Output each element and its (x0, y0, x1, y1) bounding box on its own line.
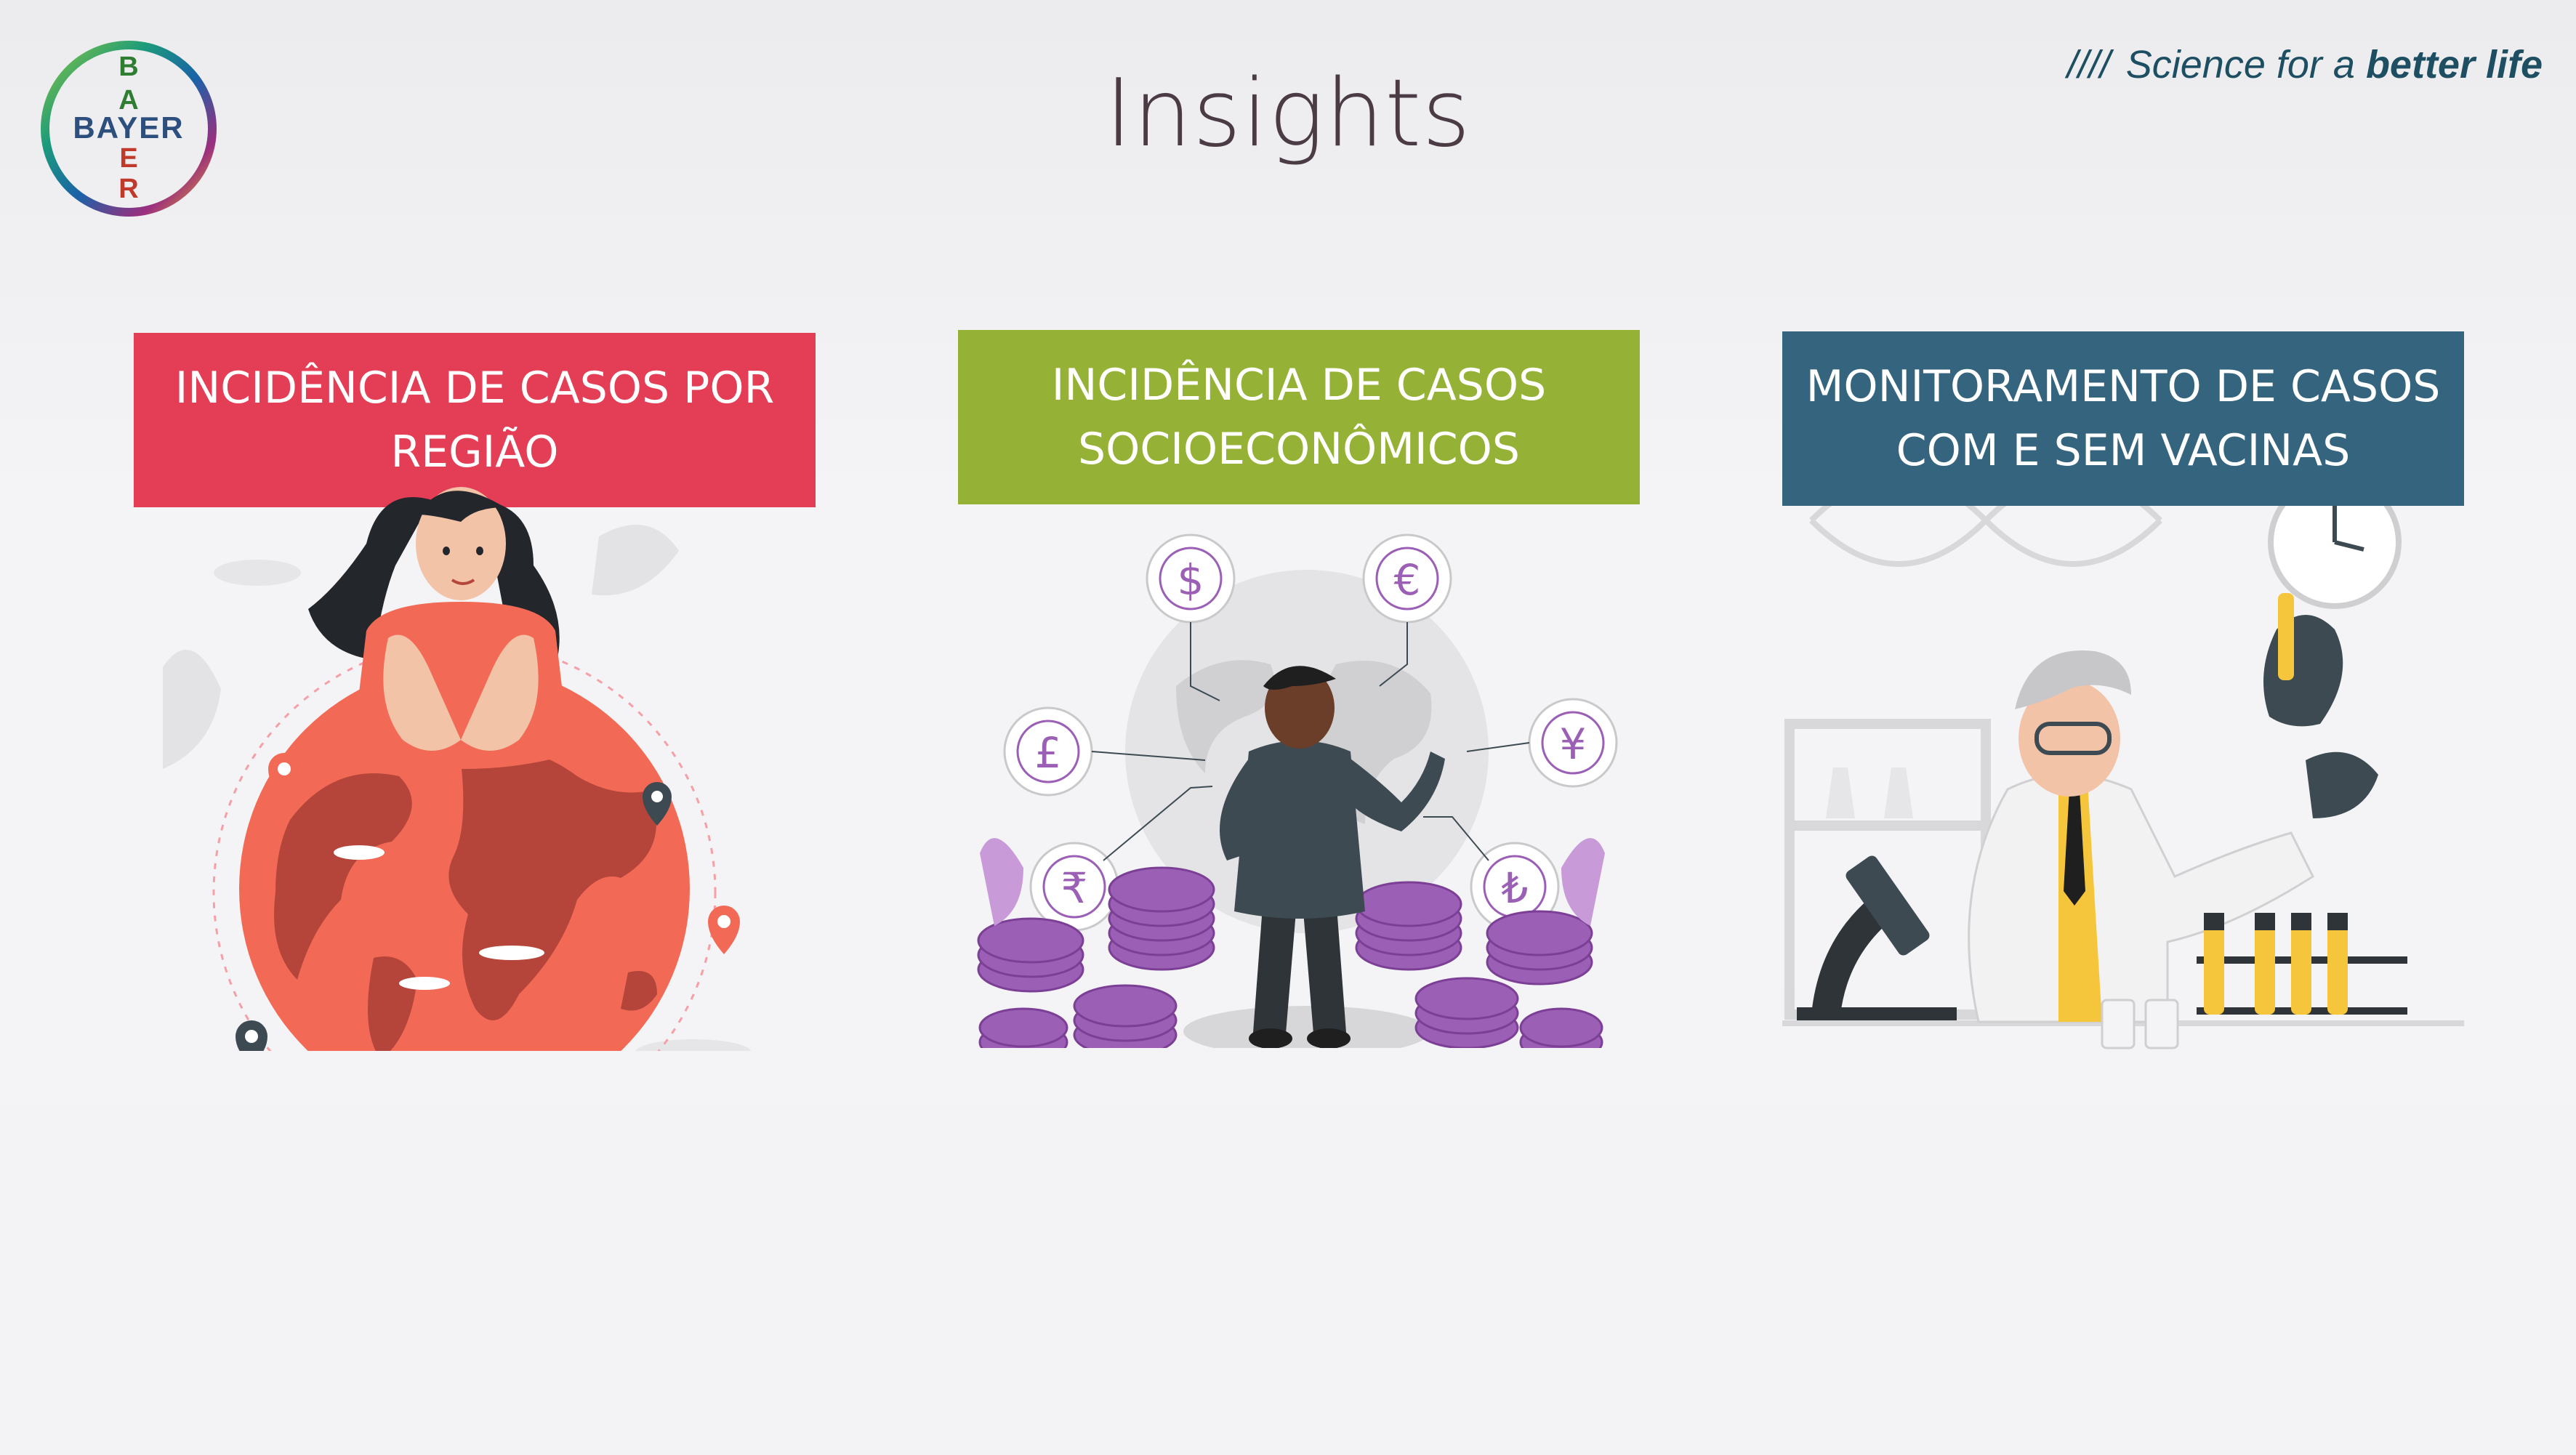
map-pin-icon (268, 753, 300, 802)
card-banner[interactable]: MONITORAMENTO DE CASOS COM E SEM VACINAS (1782, 331, 2464, 506)
pound-coin-icon: £ (1003, 706, 1093, 797)
euro-coin-icon: € (1362, 533, 1452, 624)
tagline-prefix: Science for a (2125, 43, 2355, 86)
logo-letter-bottom: R (118, 174, 138, 204)
svg-text:A: A (118, 85, 138, 116)
currency-man-illustration: $ € £ ¥ ₹ ₺ (977, 533, 1618, 1048)
tagline-slashes: //// (2066, 43, 2111, 86)
rupee-coin-icon: ₹ (1029, 842, 1119, 932)
tagline: //// Science for a better life (2067, 42, 2543, 87)
svg-text:€: € (1394, 555, 1421, 605)
map-pin-icon (236, 1020, 267, 1051)
card-vaccines[interactable]: MONITORAMENTO DE CASOS COM E SEM VACINAS (1782, 331, 2464, 1049)
scientist-lab-illustration (1782, 474, 2464, 1049)
card-title-line2: SOCIOECONÔMICOS (1078, 424, 1520, 475)
svg-text:E: E (119, 143, 137, 174)
svg-text:₹: ₹ (1061, 863, 1088, 913)
map-pin-icon (643, 782, 672, 826)
test-tubes-icon (2197, 913, 2407, 1015)
bayer-logo: B BAYER A E R (38, 38, 220, 219)
dollar-coin-icon: $ (1146, 533, 1236, 624)
card-title-line2: REGIÃO (390, 427, 559, 477)
yen-coin-icon: ¥ (1528, 698, 1618, 788)
card-title-line1: INCIDÊNCIA DE CASOS (1051, 360, 1547, 411)
card-socioeconomic[interactable]: INCIDÊNCIA DE CASOS SOCIOECONÔMICOS $ € … (958, 330, 1640, 1048)
logo-letter-top: B (118, 52, 138, 82)
svg-text:$: $ (1178, 555, 1204, 605)
lira-coin-icon: ₺ (1470, 842, 1560, 932)
map-pin-icon (708, 906, 740, 954)
tagline-emphasis: better life (2365, 43, 2543, 86)
card-banner[interactable]: INCIDÊNCIA DE CASOS SOCIOECONÔMICOS (958, 330, 1640, 504)
page-title: Insights (1105, 60, 1471, 168)
card-title-line2: COM E SEM VACINAS (1896, 425, 2351, 476)
card-region[interactable]: INCIDÊNCIA DE CASOS POR REGIÃO (134, 333, 816, 1051)
card-title-line1: MONITORAMENTO DE CASOS (1806, 361, 2441, 412)
svg-text:¥: ¥ (1560, 720, 1587, 769)
globe-woman-illustration (163, 487, 752, 1051)
logo-word: BAYER (73, 110, 184, 145)
card-title-line1: INCIDÊNCIA DE CASOS POR (174, 363, 775, 414)
card-banner[interactable]: INCIDÊNCIA DE CASOS POR REGIÃO (134, 333, 816, 507)
svg-text:₺: ₺ (1502, 863, 1529, 913)
svg-text:£: £ (1035, 728, 1062, 778)
microscope-icon (1797, 855, 1957, 1022)
